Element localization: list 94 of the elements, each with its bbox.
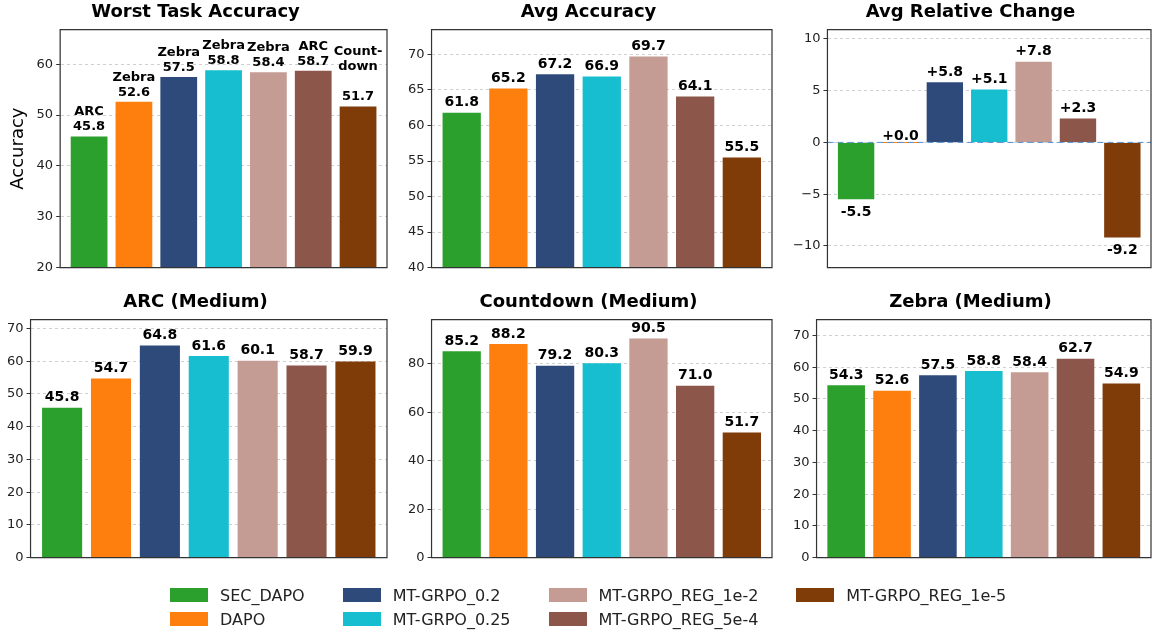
data-label: 58.4	[1012, 352, 1048, 369]
data-label: 54.9	[1104, 364, 1139, 381]
y-tick-label: 70	[793, 326, 810, 342]
y-tick-label: 10	[7, 516, 24, 532]
data-label: 54.3	[828, 365, 864, 382]
data-label: 85.2	[444, 331, 479, 348]
y-tick-label: 30	[36, 208, 54, 224]
y-axis-title: Accuracy	[6, 107, 28, 190]
y-tick-label: 10	[793, 517, 810, 533]
data-label: 64.1	[677, 77, 713, 94]
y-tick-label: 40	[408, 452, 425, 468]
chart-title: Worst Task Accuracy	[91, 0, 301, 22]
chart-title: ARC (Medium)	[123, 290, 268, 312]
y-tick-label: 0	[801, 548, 810, 564]
chart-title: Avg Relative Change	[865, 0, 1076, 22]
y-tick-label: 10	[803, 30, 821, 46]
data-label: 69.7	[631, 37, 666, 54]
y-tick-label: −5	[801, 185, 821, 201]
y-tick-label: 20	[793, 485, 810, 501]
data-label: 60.1	[240, 341, 275, 358]
y-tick-label: 30	[793, 453, 810, 469]
y-tick-label: 0	[812, 133, 821, 149]
data-label: 64.8	[142, 326, 178, 343]
data-label: +5.8	[926, 63, 964, 80]
data-label: 54.7	[93, 359, 129, 376]
y-tick-label: 45	[408, 223, 425, 239]
y-tick-label: 0	[416, 548, 425, 564]
data-label: 90.5	[631, 319, 666, 336]
legend-label: MT-GRPO_REG_1e-2	[598, 585, 759, 605]
data-label: +0.0	[882, 126, 919, 143]
data-label: 45.8	[44, 388, 80, 405]
y-tick-label: 60	[36, 55, 54, 71]
y-tick-label: 70	[7, 319, 24, 335]
y-tick-label: 20	[408, 500, 425, 516]
y-tick-label: 60	[793, 358, 810, 374]
data-label: 79.2	[537, 346, 573, 363]
data-label: 59.9	[338, 342, 373, 359]
data-label: 80.3	[584, 343, 620, 360]
y-tick-label: 50	[793, 390, 810, 406]
data-label: 52.6	[874, 371, 910, 388]
data-label: 88.2	[491, 324, 526, 341]
y-tick-label: 60	[408, 116, 425, 132]
y-tick-label: 20	[7, 483, 24, 499]
y-tick-label: 80	[408, 355, 425, 371]
data-label: 58.7	[289, 346, 324, 363]
y-tick-label: −10	[793, 237, 821, 253]
y-tick-label: 55	[408, 152, 425, 168]
data-label: 67.2	[537, 55, 573, 71]
data-label: 51.7	[724, 413, 760, 430]
chart-title: Countdown (Medium)	[479, 290, 698, 312]
data-label: Zebra 52.6	[112, 68, 156, 99]
data-label: -9.2	[1107, 241, 1138, 258]
y-tick-label: 50	[7, 385, 24, 401]
y-tick-label: 60	[7, 352, 24, 368]
y-tick-label: 60	[408, 403, 425, 419]
legend-label: MT-GRPO_0.25	[392, 609, 511, 629]
data-label: ARC 58.7	[297, 37, 330, 68]
data-label: Zebra 57.5	[157, 43, 201, 74]
y-tick-label: 50	[36, 106, 54, 122]
data-label: 62.7	[1058, 339, 1093, 356]
data-label: 55.5	[724, 138, 760, 155]
y-tick-label: 40	[7, 418, 24, 434]
data-label: ARC 45.8	[73, 103, 106, 134]
chart-title: Avg Accuracy	[520, 0, 657, 22]
data-label: Zebra 58.4	[247, 39, 290, 70]
legend-label: DAPO	[220, 609, 266, 629]
y-tick-label: 70	[408, 45, 425, 61]
data-label: 58.8	[966, 351, 1002, 368]
data-label: -5.5	[840, 202, 872, 219]
legend-label: MT-GRPO_REG_5e-4	[598, 609, 759, 629]
legend-label: SEC_DAPO	[220, 585, 305, 605]
data-label: +7.8	[1015, 42, 1052, 59]
y-tick-label: 40	[793, 422, 810, 438]
data-label: 66.9	[584, 57, 620, 74]
legend-label: MT-GRPO_REG_1e-5	[846, 585, 1007, 605]
y-tick-label: 30	[7, 450, 24, 466]
y-tick-label: 65	[408, 81, 425, 97]
data-label: 71.0	[677, 366, 713, 383]
chart-title: Zebra (Medium)	[889, 290, 1052, 312]
data-label: +5.1	[970, 70, 1008, 87]
data-label: 57.5	[920, 355, 956, 372]
y-tick-label: 20	[36, 258, 54, 274]
data-label: 61.8	[444, 93, 479, 110]
data-label: +2.3	[1059, 99, 1097, 116]
y-tick-label: 50	[408, 187, 425, 203]
data-label: 61.6	[191, 336, 227, 353]
data-label: 65.2	[491, 69, 526, 86]
y-tick-label: 40	[36, 157, 54, 173]
data-label: Zebra 58.8	[202, 37, 245, 68]
y-tick-label: 5	[812, 82, 821, 98]
y-tick-label: 0	[15, 548, 24, 564]
data-label: Count- down 51.7	[333, 43, 383, 104]
y-tick-label: 40	[408, 258, 425, 274]
legend-label: MT-GRPO_0.2	[392, 585, 501, 605]
